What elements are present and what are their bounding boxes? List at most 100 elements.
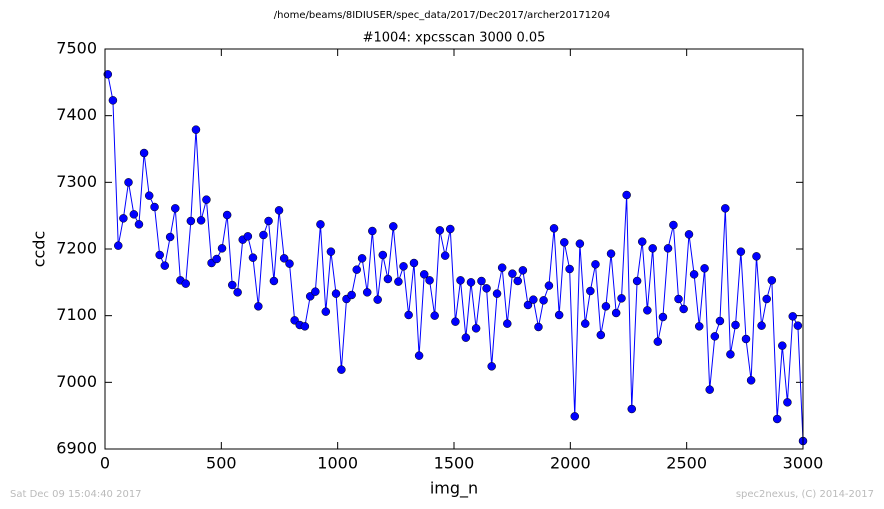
data-point (144, 191, 154, 200)
data-point (321, 307, 331, 316)
data-point (124, 178, 133, 187)
data-point (663, 244, 673, 253)
data-point (700, 264, 709, 273)
data-point (757, 321, 766, 330)
y-tick-label: 7000 (56, 372, 97, 391)
data-point (741, 334, 751, 344)
data-point (653, 337, 663, 346)
data-point (165, 232, 175, 242)
data-point (451, 317, 460, 326)
data-point (264, 216, 273, 226)
data-point (575, 239, 585, 248)
data-point (399, 262, 408, 271)
data-point (471, 324, 481, 333)
data-point (632, 276, 642, 286)
data-point (637, 237, 647, 246)
data-point (622, 190, 631, 200)
data-point (362, 288, 372, 297)
data-point (544, 281, 554, 290)
data-point (409, 258, 419, 268)
data-point (248, 253, 258, 262)
data-point (778, 341, 787, 350)
y-tick-label: 7400 (56, 105, 97, 124)
data-point (108, 96, 118, 105)
data-point (155, 250, 164, 260)
data-point (487, 362, 496, 371)
data-point (425, 276, 434, 285)
data-point (119, 214, 128, 223)
data-point (171, 204, 180, 213)
data-point (357, 254, 367, 263)
data-point (347, 290, 356, 300)
data-point (274, 206, 284, 215)
data-point (788, 312, 798, 321)
data-point (352, 265, 361, 274)
data-point (139, 148, 149, 158)
data-point (233, 288, 242, 297)
data-point (596, 330, 606, 340)
data-point (565, 264, 574, 274)
data-point (793, 321, 803, 330)
y-tick-label: 7100 (56, 305, 97, 324)
data-point (611, 308, 621, 318)
data-point (419, 270, 429, 279)
data-point (435, 226, 445, 235)
data-point (191, 125, 201, 134)
data-point (731, 320, 740, 330)
data-point (627, 404, 637, 414)
x-tick-label: 2000 (550, 454, 591, 473)
data-point (300, 322, 310, 331)
data-point (684, 230, 694, 239)
data-point (752, 252, 761, 261)
data-point (679, 304, 688, 314)
data-point (114, 241, 123, 250)
data-point (461, 333, 471, 342)
data-point (228, 280, 237, 290)
data-point (736, 247, 746, 256)
footer-right: spec2nexus, (C) 2014-2017 (736, 489, 874, 500)
data-point (539, 296, 548, 305)
y-tick-label: 7200 (56, 239, 97, 258)
data-point (394, 277, 403, 286)
x-tick-label: 1000 (317, 454, 358, 473)
data-point (212, 254, 221, 264)
data-point (440, 251, 450, 260)
data-point (648, 244, 657, 253)
data-point (580, 319, 590, 328)
data-point (103, 70, 113, 79)
data-point (617, 294, 626, 303)
chart-title: #1004: xpcsscan 3000 0.05 (363, 31, 546, 46)
y-axis-label: ccdc (30, 231, 49, 268)
data-point (160, 261, 170, 270)
data-point (202, 195, 211, 204)
data-point (762, 294, 771, 304)
data-point (560, 238, 569, 247)
data-point (497, 263, 507, 272)
data-point (518, 266, 528, 275)
data-point (243, 232, 253, 241)
x-tick-label: 1500 (434, 454, 475, 473)
data-point (554, 310, 564, 320)
footer-left: Sat Dec 09 15:04:40 2017 (10, 489, 142, 500)
data-point (534, 322, 543, 332)
data-point (383, 274, 393, 284)
data-point (726, 350, 735, 359)
x-axis-label: img_n (430, 479, 478, 499)
data-point (316, 220, 325, 229)
data-point (658, 312, 668, 322)
data-point (368, 226, 377, 236)
data-point (446, 224, 455, 234)
data-point (513, 276, 523, 286)
data-point (466, 278, 476, 287)
x-tick-label: 500 (206, 454, 237, 473)
data-point (705, 385, 714, 394)
data-point (689, 270, 699, 279)
data-point (129, 210, 139, 219)
data-point (694, 322, 704, 331)
data-point (254, 302, 263, 311)
data-point (331, 289, 341, 298)
data-point (196, 216, 206, 225)
data-point (389, 222, 398, 231)
data-point (606, 249, 616, 258)
data-point (150, 202, 159, 212)
